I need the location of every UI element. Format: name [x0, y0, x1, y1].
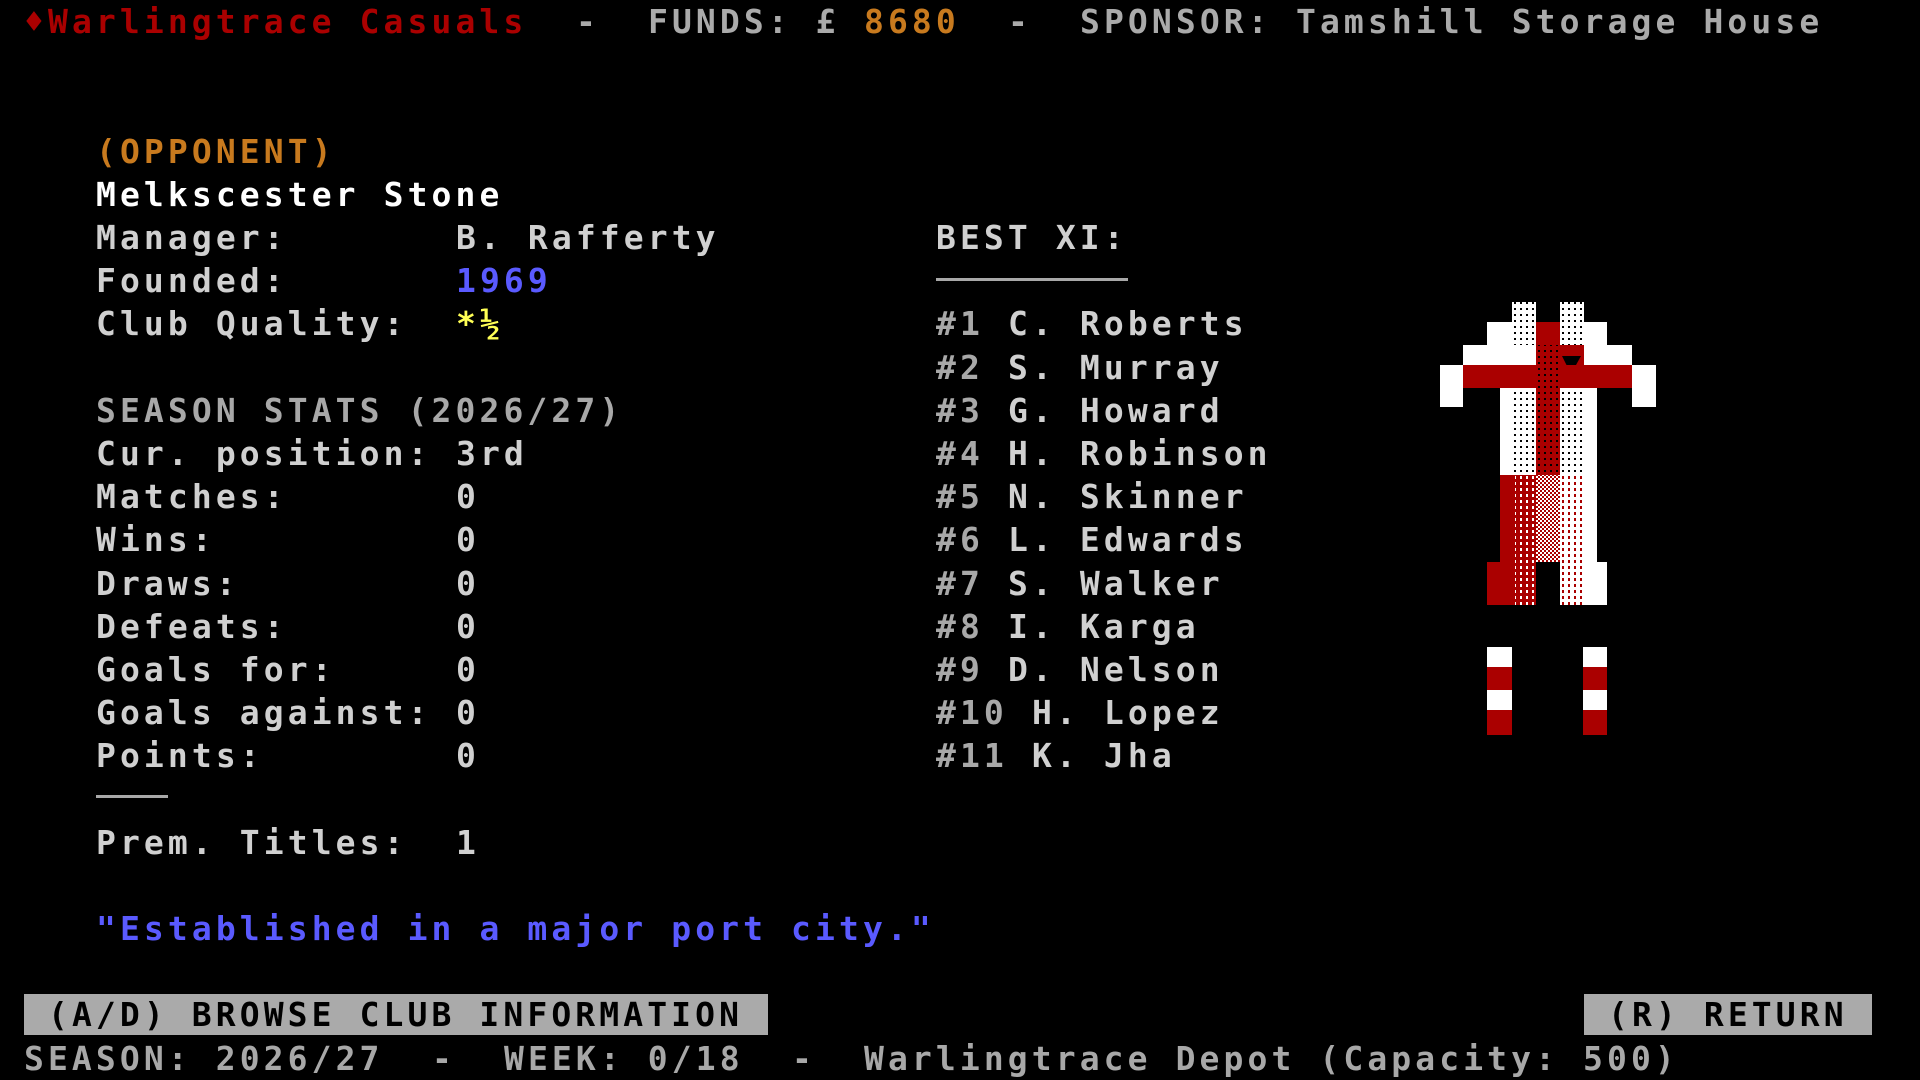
return-button[interactable]: (R) RETURN — [1584, 994, 1872, 1035]
stat-label: Draws: — [96, 563, 240, 603]
player-name: S. Murray — [1008, 347, 1224, 387]
titles-value: 1 — [456, 822, 480, 862]
shorts — [1487, 475, 1607, 605]
divider — [936, 278, 1128, 281]
player-name: S. Walker — [1008, 563, 1224, 603]
stat-label: Wins: — [96, 520, 216, 560]
founded-value: 1969 — [456, 261, 552, 301]
socks — [1487, 647, 1607, 735]
stat-value: 0 — [456, 563, 480, 603]
funds-value: 8680 — [864, 2, 960, 41]
stadium-info: Warlingtrace Depot (Capacity: 500) — [864, 1038, 1679, 1078]
player-number: #5 — [936, 477, 984, 517]
player-name: L. Edwards — [1008, 520, 1248, 560]
stat-value: 0 — [456, 693, 480, 733]
stat-value: 3rd — [456, 434, 528, 473]
diamond-icon: ♦ — [24, 2, 48, 41]
player-number: #4 — [936, 434, 984, 473]
manager-value: B. Rafferty — [456, 218, 720, 257]
player-name: C. Roberts — [1008, 304, 1248, 344]
player-number: #7 — [936, 563, 984, 603]
quality-label: Club Quality: — [96, 304, 408, 344]
stat-value: 0 — [456, 736, 480, 776]
separator: - — [576, 2, 600, 41]
player-number: #1 — [936, 304, 984, 344]
player-name: H. Robinson — [1008, 434, 1272, 473]
team-name: Warlingtrace Casuals — [48, 2, 528, 41]
stat-label: Goals against: — [96, 693, 432, 733]
manager-label: Manager: — [96, 218, 288, 257]
best-xi-heading: BEST XI: — [936, 218, 1128, 257]
player-number: #9 — [936, 650, 984, 689]
stat-label: Matches: — [96, 477, 288, 517]
player-name: G. Howard — [1008, 390, 1224, 430]
stat-value: 0 — [456, 520, 480, 560]
funds-label: FUNDS: £ — [648, 2, 840, 41]
player-number: #3 — [936, 390, 984, 430]
week-label: WEEK: 0/18 — [504, 1038, 744, 1078]
titles-label: Prem. Titles: — [96, 822, 408, 862]
player-name: D. Nelson — [1008, 650, 1224, 689]
season-stats-heading: SEASON STATS (2026/27) — [96, 390, 624, 430]
player-number: #8 — [936, 606, 984, 646]
season-label: SEASON: 2026/27 — [24, 1038, 384, 1078]
player-number: #11 — [936, 736, 1008, 776]
stat-label: Defeats: — [96, 606, 288, 646]
sponsor-value: Tamshill Storage House — [1296, 2, 1824, 41]
founded-label: Founded: — [96, 261, 288, 301]
stat-label: Cur. position: — [96, 434, 432, 473]
quality-stars: *½ — [456, 304, 504, 344]
stat-value: 0 — [456, 606, 480, 646]
player-number: #2 — [936, 347, 984, 387]
divider — [96, 795, 168, 798]
sponsor-label: SPONSOR: — [1080, 2, 1272, 41]
browse-club-button[interactable]: (A/D) BROWSE CLUB INFORMATION — [24, 994, 768, 1035]
opponent-tag: (OPPONENT) — [96, 131, 336, 171]
stat-value: 0 — [456, 650, 480, 689]
stat-label: Goals for: — [96, 650, 336, 689]
stat-value: 0 — [456, 477, 480, 517]
club-quote: "Established in a major port city." — [96, 909, 935, 949]
separator: - — [432, 1038, 456, 1078]
club-name: Melkscester Stone — [96, 174, 504, 214]
separator: - — [1008, 2, 1032, 41]
player-number: #6 — [936, 520, 984, 560]
player-name: N. Skinner — [1008, 477, 1248, 517]
player-name: H. Lopez — [1032, 693, 1224, 733]
shirt — [1440, 302, 1656, 475]
player-number: #10 — [936, 693, 1008, 733]
player-name: K. Jha — [1032, 736, 1176, 776]
player-name: I. Karga — [1008, 606, 1200, 646]
stat-label: Points: — [96, 736, 264, 776]
separator: - — [792, 1038, 816, 1078]
